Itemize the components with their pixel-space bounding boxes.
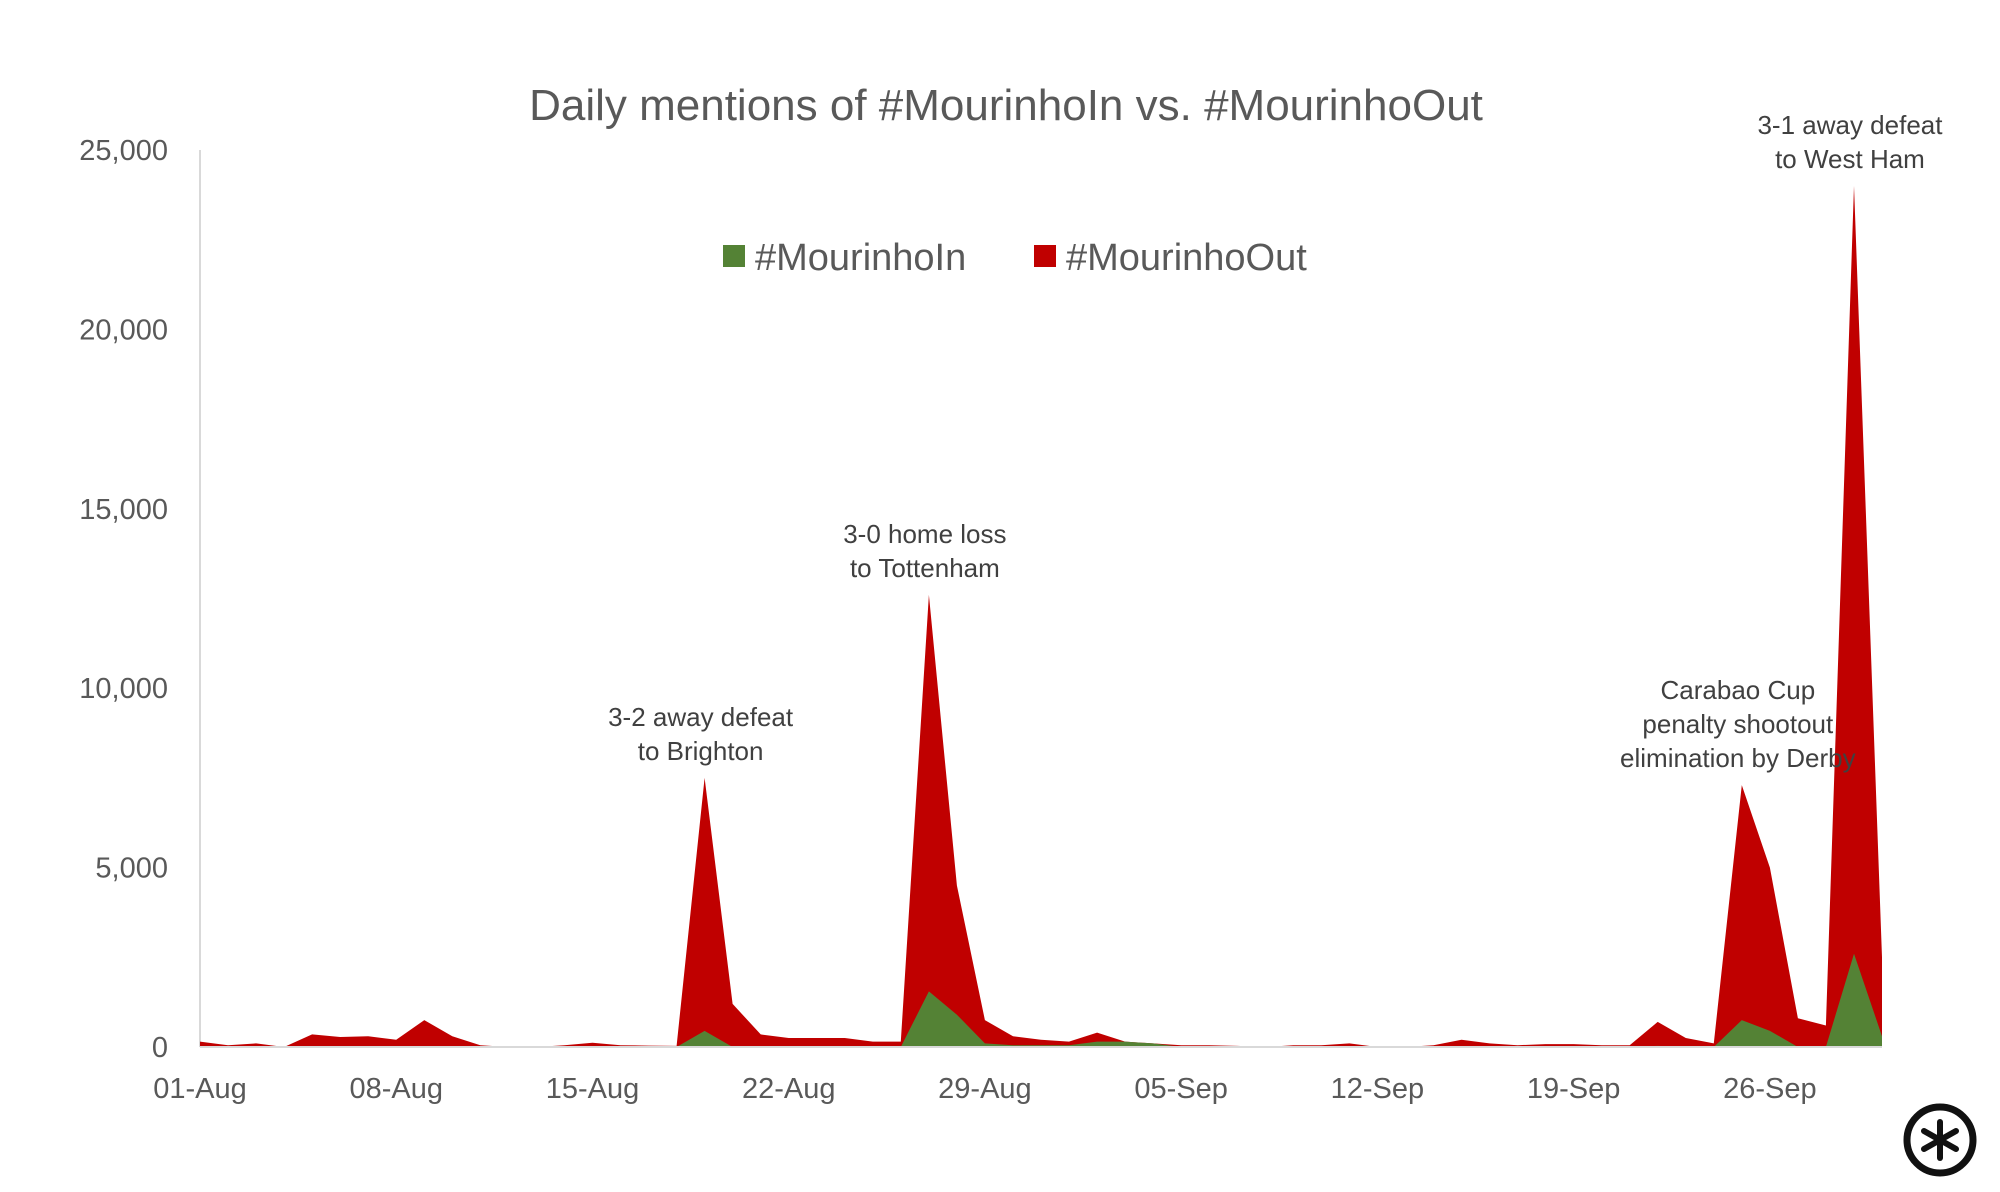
x-tick-label: 22-Aug [742, 1073, 836, 1105]
chart-title: Daily mentions of #MourinhoIn vs. #Mouri… [529, 81, 1483, 130]
area-series-mourinhoout [200, 185, 1882, 1047]
x-tick-label: 05-Sep [1134, 1073, 1228, 1105]
annotation-text: penalty shootout [1642, 709, 1834, 739]
x-tick-label: 19-Sep [1527, 1073, 1621, 1105]
y-tick-label: 5,000 [95, 853, 168, 885]
annotation-text: elimination by Derby [1620, 743, 1856, 773]
annotation: 3-0 home loss to Tottenham [843, 519, 1006, 583]
y-axis: 0 5,000 10,000 15,000 20,000 25,000 [79, 135, 168, 1064]
annotation-text: Carabao Cup [1661, 675, 1816, 705]
annotation: Carabao Cup penalty shootout elimination b… [1620, 675, 1856, 773]
x-axis: 01-Aug 08-Aug 15-Aug 22-Aug 29-Aug 05-Sep 12-S… [153, 1073, 1816, 1105]
legend: #MourinhoIn #MourinhoOut [723, 237, 1307, 279]
y-tick-label: 10,000 [79, 673, 168, 705]
x-tick-label: 15-Aug [546, 1073, 640, 1105]
legend-label-mourinhoin: #MourinhoIn [755, 237, 966, 279]
x-tick-label: 26-Sep [1723, 1073, 1817, 1105]
legend-swatch-mourinhoin [723, 245, 745, 267]
annotation-text: to West Ham [1775, 144, 1925, 174]
annotation: 3-2 away defeat to Brighton [608, 702, 794, 766]
plot-area [200, 185, 1882, 1047]
annotation-text: 3-2 away defeat [608, 702, 794, 732]
legend-label-mourinhoout: #MourinhoOut [1066, 237, 1307, 279]
y-tick-label: 25,000 [79, 135, 168, 167]
annotations: 3-2 away defeat to Brighton 3-0 home loss t… [608, 110, 1943, 773]
y-tick-label: 20,000 [79, 314, 168, 346]
annotation-text: to Tottenham [850, 553, 1000, 583]
x-tick-label: 12-Sep [1331, 1073, 1425, 1105]
y-tick-label: 0 [152, 1032, 168, 1064]
area-series-mourinhoin [200, 953, 1882, 1047]
annotation-text: 3-1 away defeat [1757, 110, 1943, 140]
annotation-text: 3-0 home loss [843, 519, 1006, 549]
y-tick-label: 15,000 [79, 494, 168, 526]
x-tick-label: 01-Aug [153, 1073, 247, 1105]
x-tick-label: 08-Aug [349, 1073, 443, 1105]
logo-icon [1903, 1103, 1977, 1177]
legend-swatch-mourinhoout [1034, 245, 1056, 267]
annotation: 3-1 away defeat to West Ham [1757, 110, 1943, 174]
annotation-text: to Brighton [638, 736, 764, 766]
x-tick-label: 29-Aug [938, 1073, 1032, 1105]
